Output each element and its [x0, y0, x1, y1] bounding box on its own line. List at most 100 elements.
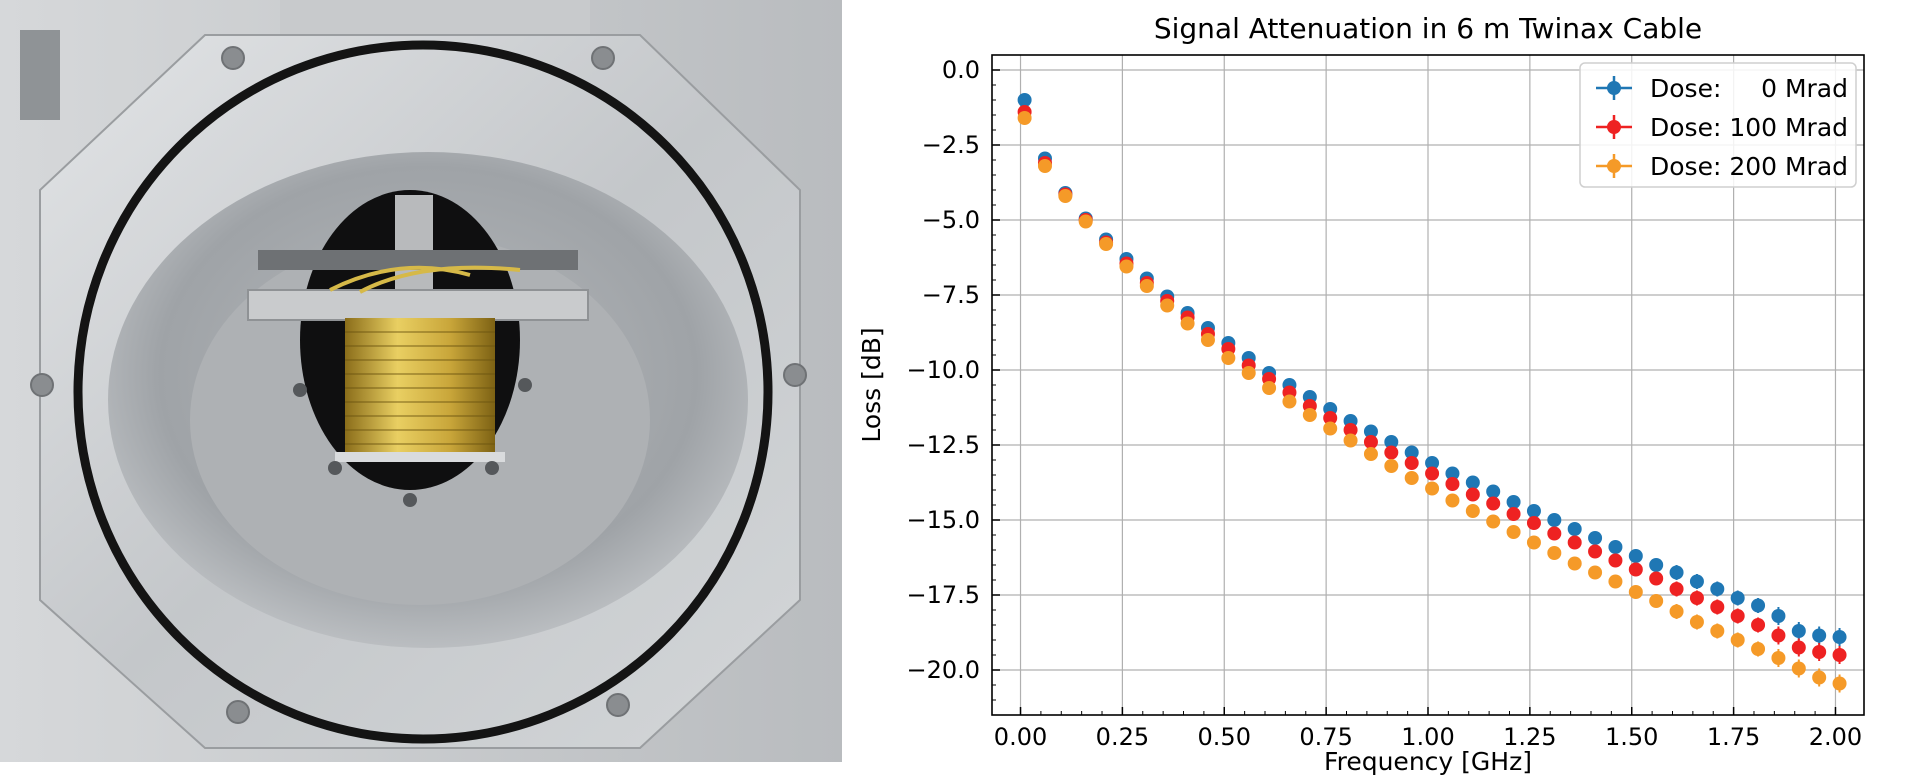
data-point [1180, 316, 1195, 331]
x-tick-label: 1.25 [1503, 723, 1556, 751]
holder-plate [247, 289, 589, 321]
data-point [1771, 651, 1786, 665]
data-point [1037, 159, 1052, 173]
data-point [1669, 604, 1684, 619]
y-tick-label: −7.5 [922, 281, 980, 309]
data-point [1404, 471, 1419, 485]
data-point [1710, 600, 1725, 614]
data-point [1812, 645, 1827, 659]
data-point [1608, 540, 1623, 554]
data-point [1445, 493, 1460, 508]
data-point [1486, 496, 1501, 511]
wall-bracket [20, 30, 60, 120]
legend-box [1579, 62, 1857, 188]
x-tick-label: 1.75 [1707, 723, 1760, 751]
data-point [1363, 424, 1378, 439]
x-tick-label: 1.50 [1605, 723, 1658, 751]
data-point [1486, 514, 1501, 529]
data-point [1526, 535, 1541, 550]
x-tick-label: 2.00 [1809, 723, 1862, 751]
data-point [1812, 628, 1827, 643]
data-point [1730, 609, 1745, 623]
data-point [1363, 435, 1378, 449]
y-tick-label: −15.0 [906, 506, 980, 534]
data-point [1689, 574, 1704, 589]
data-point [1343, 433, 1358, 448]
data-point [1363, 447, 1378, 461]
data-point [1771, 609, 1786, 623]
data-point [1751, 598, 1766, 613]
data-point [1506, 525, 1521, 539]
y-tick-label: −5.0 [922, 206, 980, 234]
legend-marker [1607, 120, 1621, 134]
holder-top-plate [258, 250, 578, 270]
cable-leads [329, 265, 521, 294]
data-point [1465, 487, 1480, 502]
data-point [1588, 544, 1603, 559]
data-point [1343, 423, 1358, 437]
y-tick-label: 0.0 [942, 56, 980, 84]
data-point [1465, 504, 1480, 518]
data-point [1323, 421, 1338, 436]
data-point [1526, 516, 1541, 530]
data-point [1710, 624, 1725, 638]
data-series [1017, 93, 1847, 693]
data-point [1567, 535, 1582, 550]
data-point [1078, 214, 1093, 229]
bore-screws [293, 378, 532, 507]
data-point [1200, 333, 1215, 347]
o-ring [73, 40, 773, 744]
y-tick-label: −12.5 [906, 431, 980, 459]
x-tick-label: 1.00 [1401, 723, 1454, 751]
data-point [1751, 642, 1766, 656]
data-point [1384, 459, 1399, 473]
data-point [1404, 456, 1419, 470]
data-point [1384, 445, 1399, 460]
data-point [1588, 531, 1603, 545]
data-point [1425, 456, 1440, 470]
x-tick-label: 0.75 [1299, 723, 1352, 751]
top-mount [280, 0, 590, 40]
data-point [1506, 507, 1521, 521]
data-point [1302, 408, 1317, 422]
data-point [1812, 670, 1827, 685]
chart-title: Signal Attenuation in 6 m Twinax Cable [1154, 12, 1702, 45]
data-point [1689, 591, 1704, 605]
data-point [1119, 259, 1134, 274]
plot-frame [991, 54, 1865, 716]
y-tick-label: −17.5 [906, 581, 980, 609]
data-point [1832, 648, 1847, 662]
data-point [1241, 366, 1256, 380]
data-point [1791, 640, 1806, 655]
attenuation-chart: Signal Attenuation in 6 m Twinax Cable 0… [857, 12, 1865, 776]
legend-label: Dose: 100 Mrad [1650, 113, 1848, 142]
coil-windings [345, 331, 495, 445]
data-point [1262, 381, 1277, 395]
data-point [1547, 513, 1562, 527]
data-point [1628, 549, 1643, 563]
data-point [1160, 298, 1175, 313]
data-point [1751, 618, 1766, 632]
data-point [1832, 676, 1847, 691]
data-point [1649, 594, 1664, 608]
coil-base [335, 452, 505, 462]
data-point [1791, 661, 1806, 676]
data-point [1465, 475, 1480, 490]
x-tick-label: 0.00 [994, 723, 1047, 751]
data-point [1628, 585, 1643, 599]
data-point [1139, 279, 1154, 293]
data-point [1506, 495, 1521, 509]
data-point [1384, 435, 1399, 449]
x-tick-label: 0.50 [1198, 723, 1251, 751]
legend-label: Dose: 0 Mrad [1650, 74, 1848, 103]
data-point [1730, 633, 1745, 647]
y-tick-label: −20.0 [906, 656, 980, 684]
data-point [1547, 546, 1562, 560]
data-point [1730, 591, 1745, 605]
series-1 [1017, 105, 1847, 664]
x-ticks: 0.00 0.25 0.50 0.75 1.00 1.25 1.50 1.75 2.00 [994, 707, 1862, 751]
legend-marker [1607, 81, 1621, 95]
data-point [1547, 526, 1562, 541]
data-point [1669, 565, 1684, 580]
data-point [1017, 111, 1032, 125]
